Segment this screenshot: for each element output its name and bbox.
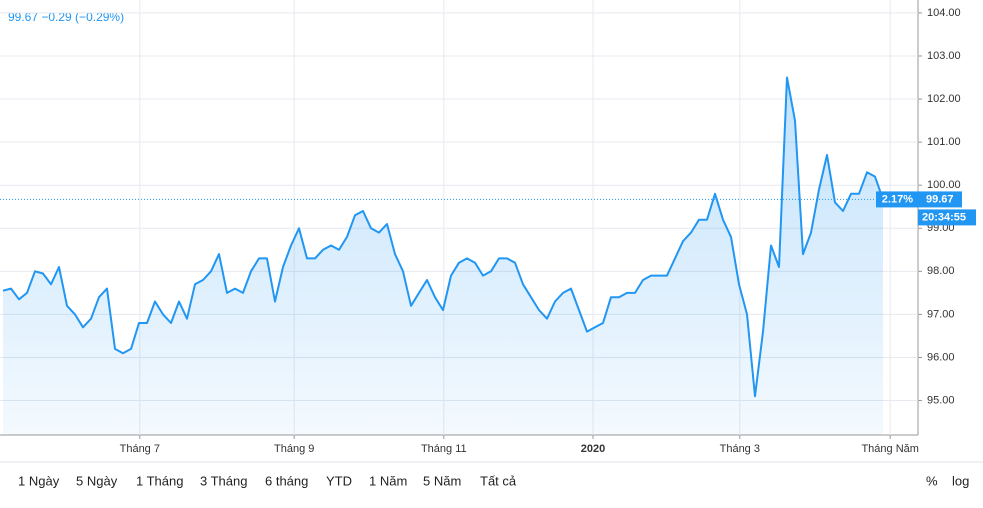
y-tick-label: 102.00	[927, 93, 961, 105]
x-tick-label: Tháng Năm	[861, 443, 918, 455]
range-button[interactable]: 6 tháng	[265, 473, 308, 488]
range-button[interactable]: 5 Năm	[423, 473, 461, 488]
price-badge	[918, 191, 962, 208]
y-tick-label: 96.00	[927, 351, 955, 363]
change-label: 2.17%	[882, 193, 913, 205]
range-button[interactable]: 3 Tháng	[200, 473, 247, 488]
x-tick-label: Tháng 11	[421, 443, 467, 455]
time-badge	[918, 209, 976, 226]
range-button[interactable]: 5 Ngày	[76, 473, 118, 488]
range-button[interactable]: 1 Ngày	[18, 473, 60, 488]
x-tick-label: 2020	[581, 443, 605, 455]
x-tick-label: Tháng 7	[120, 443, 160, 455]
y-tick-label: 98.00	[927, 265, 955, 277]
price-header: 99.67 −0.29 (−0.29%)	[8, 10, 124, 24]
area	[3, 77, 883, 435]
x-tick-label: Tháng 3	[720, 443, 760, 455]
change-badge	[876, 191, 918, 208]
scale-button[interactable]: log	[952, 473, 969, 488]
time-label: 20:34:55	[922, 211, 966, 223]
range-button[interactable]: 1 Năm	[369, 473, 407, 488]
y-tick-label: 101.00	[927, 136, 961, 148]
y-tick-label: 104.00	[927, 7, 961, 19]
y-tick-label: 100.00	[927, 179, 961, 191]
price-line	[2, 76, 884, 398]
scale-button[interactable]: %	[926, 473, 938, 488]
range-button[interactable]: 1 Tháng	[136, 473, 183, 488]
y-tick-label: 95.00	[927, 394, 955, 406]
y-tick-label: 97.00	[927, 308, 955, 320]
y-tick-label: 103.00	[927, 50, 961, 62]
range-button[interactable]: YTD	[326, 473, 352, 488]
x-tick-label: Tháng 9	[274, 443, 314, 455]
last-price-label: 99.67	[926, 193, 954, 205]
range-button[interactable]: Tất cả	[480, 473, 517, 488]
